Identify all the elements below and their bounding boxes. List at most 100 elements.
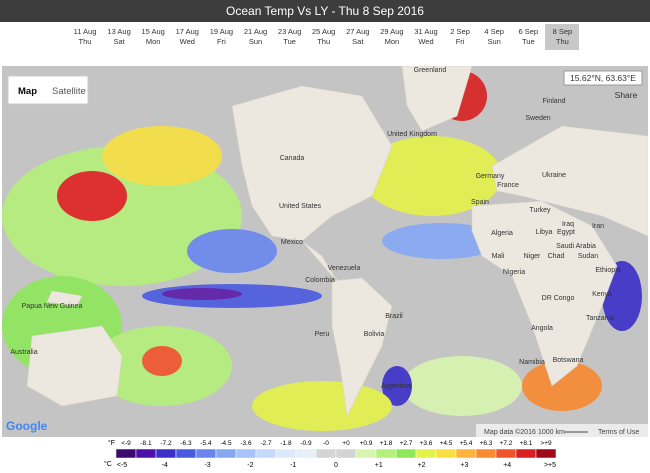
c-label: -2 — [247, 462, 253, 469]
satellite-button[interactable]: Satellite — [52, 86, 86, 97]
c-label: +4 — [503, 462, 511, 469]
legend-swatch — [155, 448, 177, 459]
date-tab[interactable]: 25 Aug Thu — [307, 24, 341, 50]
legend-swatch — [175, 448, 197, 459]
tab-day: Wed — [418, 37, 434, 46]
attribution: Map data ©2016 — [484, 428, 536, 436]
tab-day: Thu — [317, 37, 331, 46]
f-label: -4.5 — [220, 440, 232, 447]
tab-day: Thu — [555, 37, 569, 46]
date-tab[interactable]: 31 Aug Wed — [409, 24, 443, 50]
place-label: United Kingdom — [387, 131, 437, 138]
date-tab[interactable]: 15 Aug Mon — [136, 24, 170, 50]
attribution-bar — [476, 424, 648, 437]
share-button[interactable]: Share — [615, 90, 638, 100]
date-tab[interactable]: 2 Sep Fri — [443, 24, 477, 50]
f-label: -1.8 — [280, 440, 292, 447]
place-label: Peru — [315, 331, 330, 338]
title: Ocean Temp Vs LY - Thu 8 Sep 2016 — [0, 0, 650, 22]
terms-link[interactable]: Terms of Use — [598, 429, 639, 436]
tab-date: 13 Aug — [107, 27, 131, 36]
f-label: -6.3 — [180, 440, 192, 447]
tab-day: Fri — [455, 37, 465, 46]
place-labels: Greenland Finland Sweden Canada United Kingd… — [10, 67, 620, 390]
tab-date: 21 Aug — [243, 27, 268, 36]
tab-date: 15 Aug — [141, 27, 165, 36]
f-label: +1.8 — [380, 440, 393, 447]
tab-date: 23 Aug — [277, 27, 302, 36]
c-label: >+5 — [544, 462, 556, 469]
tab-date: 31 Aug — [414, 27, 438, 36]
date-tab[interactable]: 11 Aug Thu — [68, 24, 102, 50]
tab-day: Sun — [248, 37, 263, 46]
f-label: +3.6 — [420, 440, 433, 447]
legend-swatch — [235, 448, 257, 459]
legend-swatch — [475, 448, 497, 459]
f-label: -7.2 — [160, 440, 172, 447]
tab-day: Sat — [113, 37, 125, 46]
legend-swatch — [495, 448, 517, 459]
date-tab[interactable]: 17 Aug Wed — [170, 24, 204, 50]
place-label: Angola — [531, 325, 553, 332]
tab-day: Sat — [352, 37, 364, 46]
tab-day: Wed — [179, 37, 195, 46]
place-label: Algeria — [491, 230, 513, 237]
date-tab[interactable]: 6 Sep Tue — [511, 24, 545, 50]
legend-swatch — [255, 448, 277, 459]
legend-swatch — [515, 448, 537, 459]
f-label: +2.7 — [400, 440, 413, 447]
map-type-control — [7, 75, 89, 105]
date-tab[interactable]: 8 Sep Thu — [545, 24, 580, 50]
tab-date: 25 Aug — [312, 27, 336, 36]
map-button[interactable]: Map — [18, 86, 37, 97]
date-tab[interactable]: 29 Aug Mon — [375, 24, 409, 50]
tab-day: Tue — [283, 37, 296, 46]
tab-date: 17 Aug — [175, 27, 199, 36]
place-label: Iran — [592, 223, 604, 230]
place-label: Saudi Arabia — [556, 243, 596, 250]
tab-day: Mon — [384, 37, 400, 46]
date-tab[interactable]: 21 Aug Sun — [239, 24, 273, 50]
tab-day: Thu — [78, 37, 92, 46]
place-label: United States — [279, 203, 322, 210]
place-label: Turkey — [529, 207, 551, 214]
place-label: Brazil — [385, 313, 403, 320]
place-label: Chad — [548, 253, 565, 260]
date-tab[interactable]: 27 Aug Sat — [341, 24, 375, 50]
coords: 15.62°N, 63.63°E — [570, 73, 636, 83]
tab-date: 2 Sep — [450, 27, 470, 36]
place-label: Papua New Guinea — [22, 303, 83, 310]
date-tab[interactable]: 23 Aug Tue — [273, 24, 307, 50]
f-label: -3.6 — [240, 440, 252, 447]
c-label: +3 — [460, 462, 468, 469]
place-label: Egypt — [557, 229, 575, 236]
place-label: Nigeria — [503, 269, 525, 276]
place-label: Canada — [280, 155, 305, 162]
place-label: Mexico — [281, 239, 303, 246]
legend-swatch — [275, 448, 297, 459]
place-label: Tanzania — [586, 315, 614, 322]
place-label: Sudan — [578, 253, 598, 260]
f-label: +0 — [342, 440, 350, 447]
coords-box — [563, 70, 643, 86]
place-label: Spain — [471, 199, 489, 206]
c-label: +2 — [418, 462, 426, 469]
legend-swatch — [195, 448, 217, 459]
place-label: Kenya — [592, 291, 612, 298]
f-label: +7.2 — [500, 440, 513, 447]
legend-swatch — [435, 448, 457, 459]
place-label: Mali — [492, 253, 505, 260]
legend-swatch — [375, 448, 397, 459]
place-label: Niger — [524, 253, 541, 260]
place-label: Botswana — [553, 357, 584, 364]
place-label: France — [497, 182, 519, 189]
c-label: 0 — [334, 462, 338, 469]
place-label: Libya — [536, 229, 553, 236]
date-tab[interactable]: 13 Aug Sat — [102, 24, 136, 50]
date-tab[interactable]: 4 Sep Sun — [477, 24, 511, 50]
date-tab[interactable]: 19 Aug Fri — [204, 24, 238, 50]
legend-swatch — [455, 448, 477, 459]
place-label: Colombia — [305, 277, 335, 284]
place-label: Australia — [10, 349, 37, 356]
